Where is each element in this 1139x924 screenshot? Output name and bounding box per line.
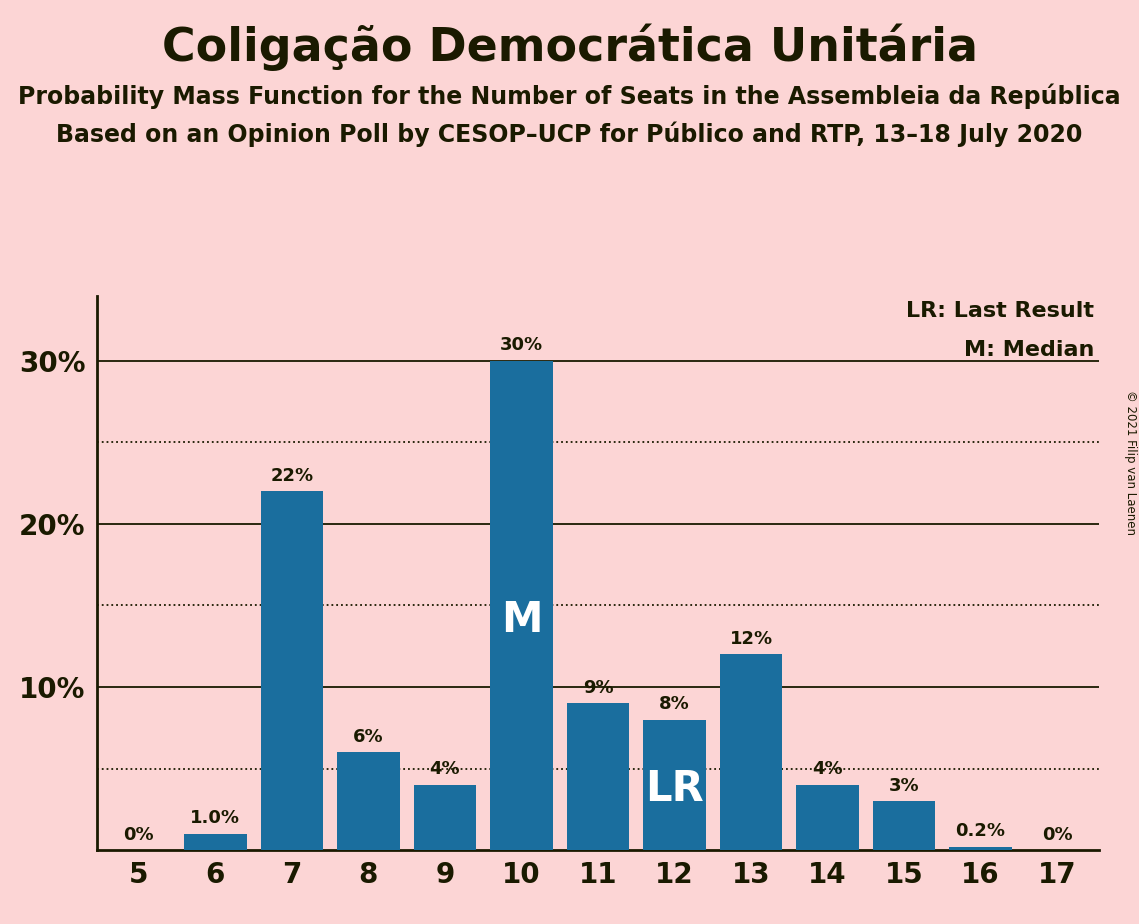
Text: 12%: 12% — [729, 630, 772, 648]
Text: 6%: 6% — [353, 728, 384, 746]
Text: 30%: 30% — [500, 336, 543, 355]
Text: M: M — [501, 599, 542, 641]
Text: 0%: 0% — [1042, 825, 1072, 844]
Text: 0%: 0% — [124, 825, 154, 844]
Text: Probability Mass Function for the Number of Seats in the Assembleia da República: Probability Mass Function for the Number… — [18, 83, 1121, 109]
Text: M: Median: M: Median — [964, 340, 1095, 360]
Bar — [796, 784, 859, 850]
Text: 9%: 9% — [583, 679, 613, 697]
Bar — [185, 833, 247, 850]
Bar — [720, 654, 782, 850]
Text: LR: Last Result: LR: Last Result — [907, 301, 1095, 322]
Text: 4%: 4% — [429, 760, 460, 778]
Text: Coligação Democrática Unitária: Coligação Democrática Unitária — [162, 23, 977, 70]
Bar — [413, 784, 476, 850]
Bar — [566, 703, 630, 850]
Bar — [261, 492, 323, 850]
Text: 4%: 4% — [812, 760, 843, 778]
Text: 3%: 3% — [888, 777, 919, 795]
Text: 22%: 22% — [270, 467, 313, 485]
Bar — [872, 801, 935, 850]
Bar — [490, 361, 552, 850]
Text: 8%: 8% — [659, 695, 690, 713]
Text: 1.0%: 1.0% — [190, 809, 240, 827]
Bar — [337, 752, 400, 850]
Text: Based on an Opinion Poll by CESOP–UCP for Público and RTP, 13–18 July 2020: Based on an Opinion Poll by CESOP–UCP fo… — [56, 122, 1083, 148]
Text: LR: LR — [645, 768, 704, 809]
Text: 0.2%: 0.2% — [956, 822, 1006, 840]
Bar — [644, 720, 706, 850]
Bar — [949, 846, 1011, 850]
Text: © 2021 Filip van Laenen: © 2021 Filip van Laenen — [1124, 390, 1137, 534]
